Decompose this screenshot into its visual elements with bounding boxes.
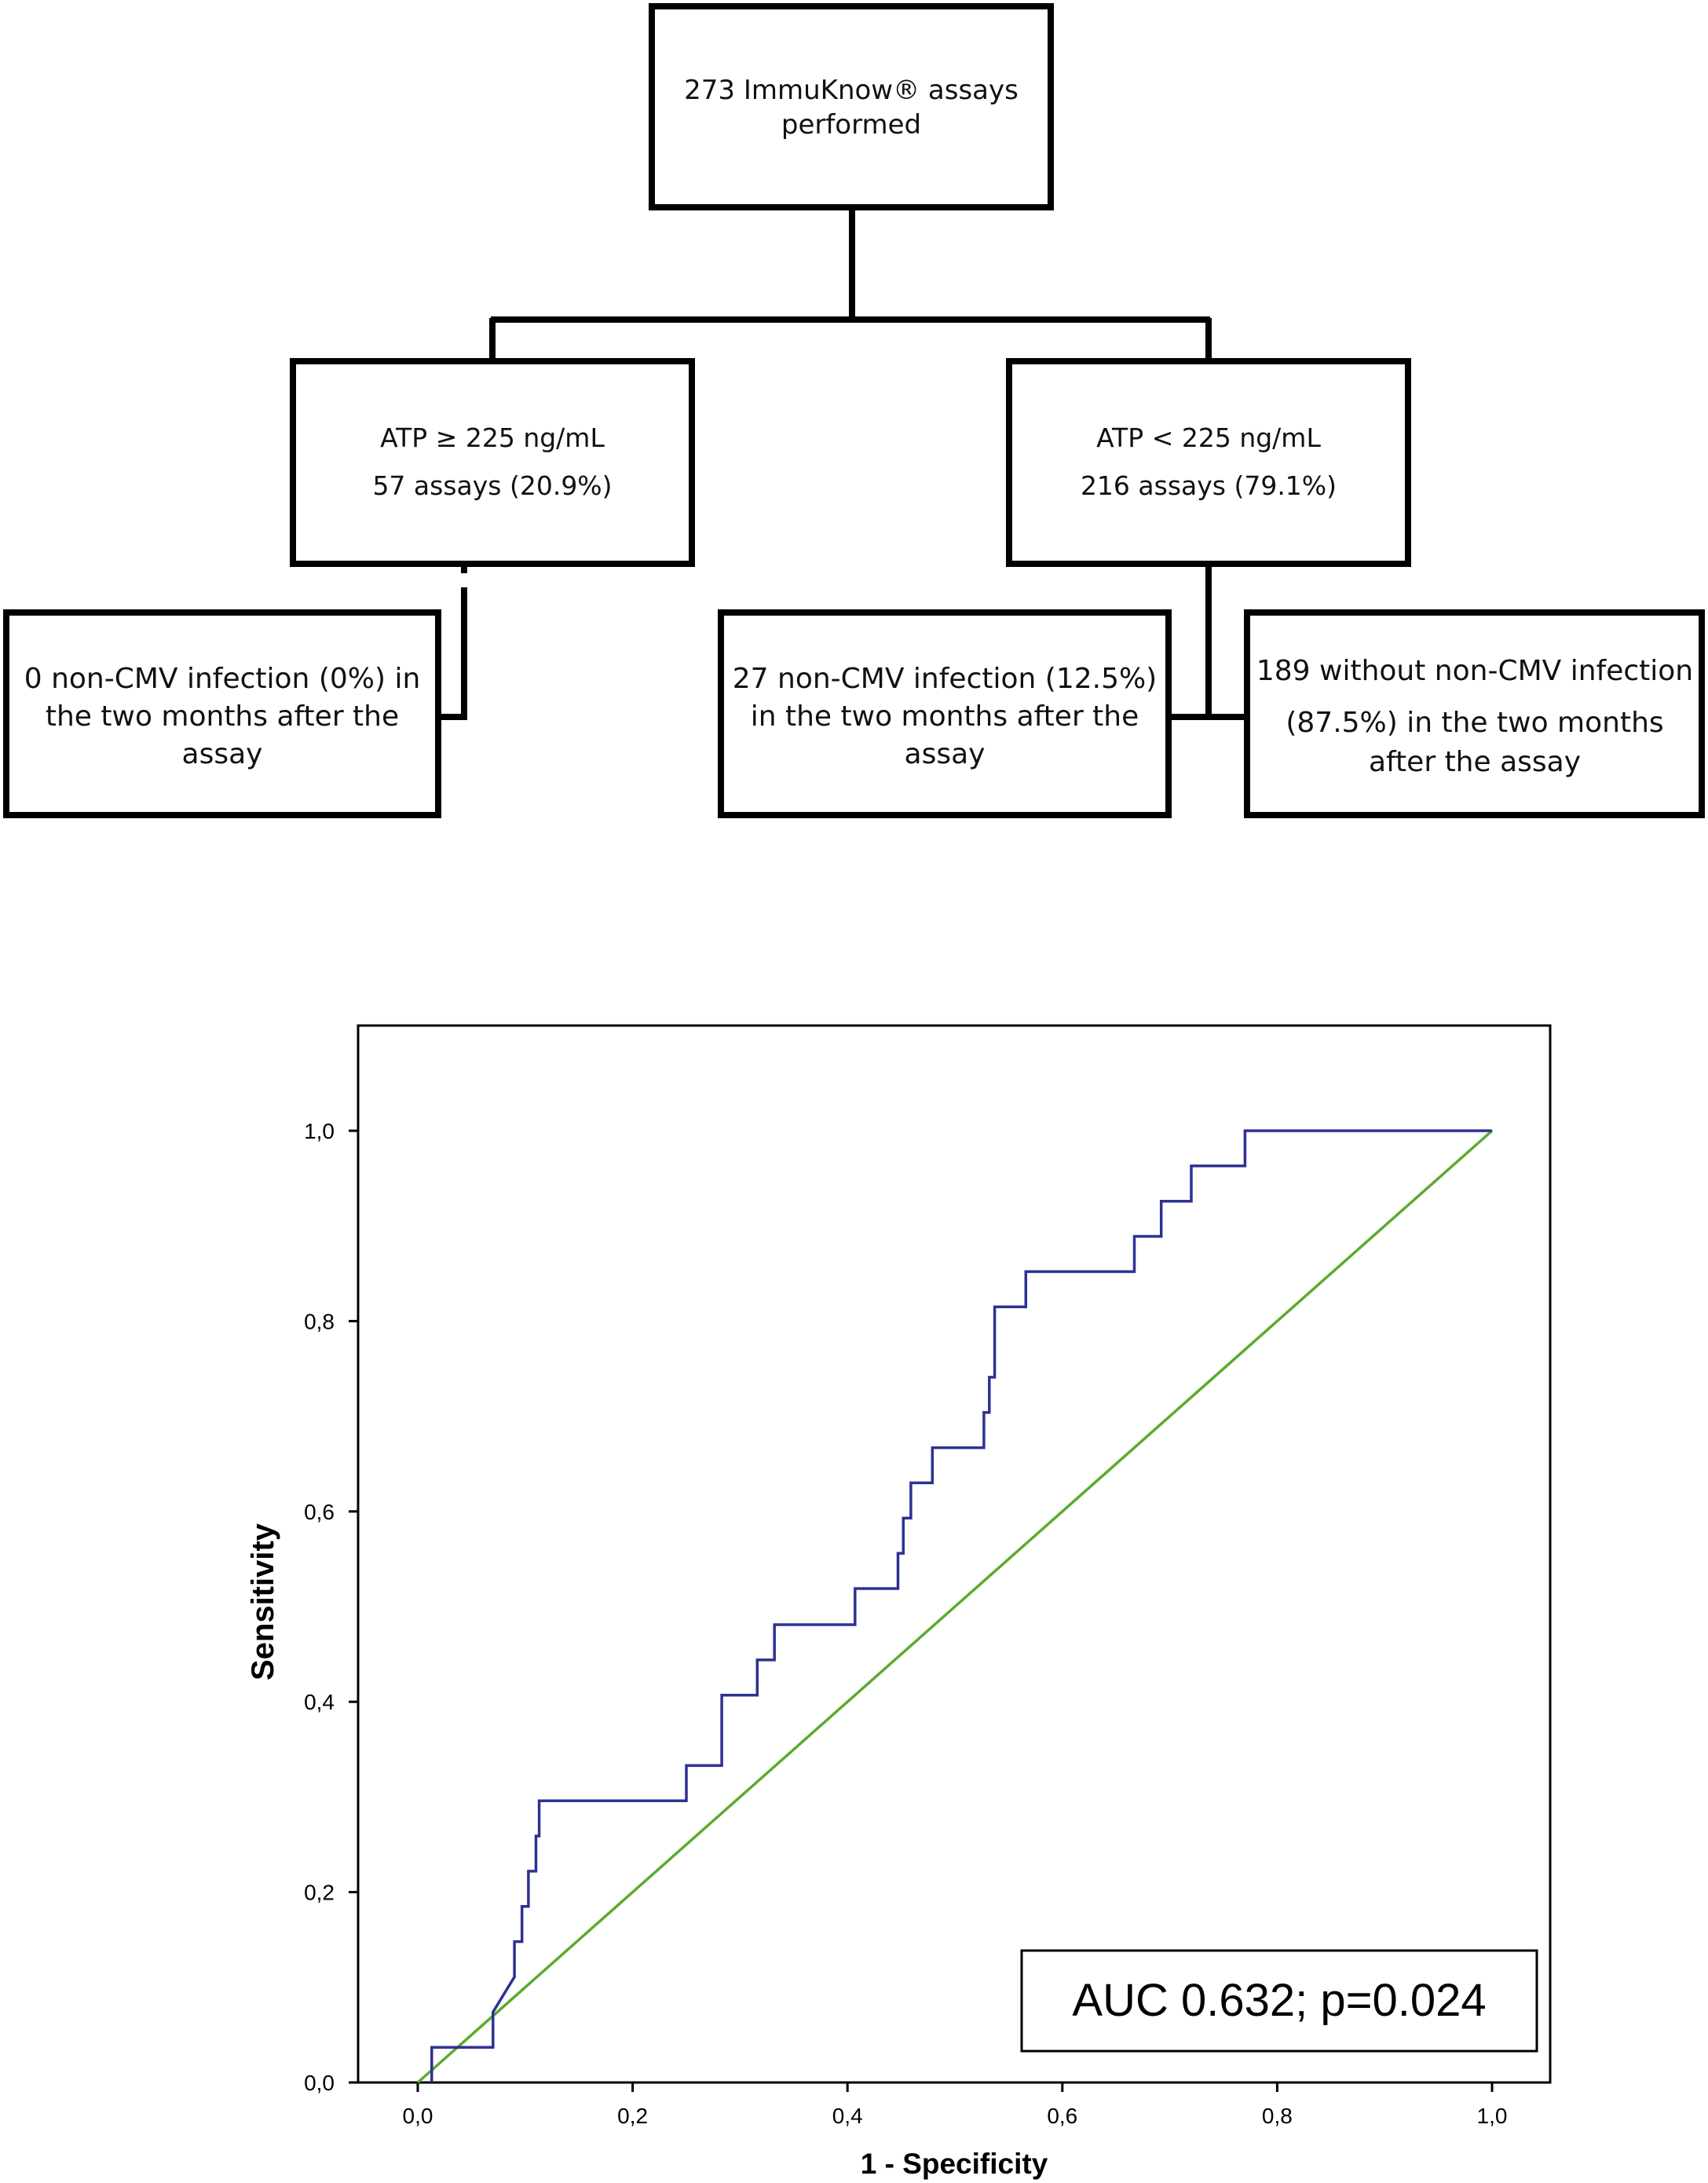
right-branch-box: [1006, 358, 1411, 567]
series-layer: [416, 1129, 1494, 2084]
right-outcome-infected-line-1: 27 non-CMV infection (12.5%): [733, 663, 1157, 695]
auc-annotation: AUC 0.632; p=0.024: [1072, 1975, 1486, 2026]
reference-line: [416, 1129, 1494, 2084]
left-outcome-line-3: assay: [182, 738, 263, 770]
right-outcome-infected-line-2: in the two months after the: [751, 700, 1139, 733]
right-branch-line-1: ATP < 225 ng/mL: [1096, 422, 1321, 453]
left-outcome-box: [3, 609, 441, 818]
root-line-2: performed: [781, 109, 921, 141]
left-branch-line-2: 57 assays (20.9%): [372, 470, 612, 501]
roc-chart: 0,0 0,2 0,4 0,6 0,8 1,0 0,0 0,2 0,4 0,6 0,8 1,0 1 -…: [246, 1024, 1552, 2180]
left-outcome-line-2: the two months after the: [46, 700, 399, 733]
flowchart: [3, 3, 1705, 818]
x-tick-label: 0,2: [617, 2104, 648, 2128]
flowchart-text: 273 ImmuKnow® assays performed ATP ≥ 225…: [24, 75, 1693, 778]
x-tick-label: 0,8: [1262, 2104, 1293, 2128]
x-tick-label: 0,6: [1047, 2104, 1077, 2128]
auc-annotation-box: [1020, 1949, 1538, 2053]
roc-curve: [430, 1129, 1492, 2082]
x-tick-label: 0,4: [832, 2104, 863, 2128]
right-branch-line-2: 216 assays (79.1%): [1081, 470, 1337, 501]
right-outcome-infected-line-3: assay: [905, 738, 986, 770]
right-outcome-not-infected-line-2: (87.5%) in the two months: [1286, 707, 1663, 739]
axis-ticks: 0,0 0,2 0,4 0,6 0,8 1,0 0,0 0,2 0,4 0,6 0,8 1,0: [304, 1119, 1507, 2128]
y-tick-label: 0,6: [304, 1500, 335, 1524]
x-tick-label: 0,0: [403, 2104, 433, 2128]
x-axis-label: 1 - Specificity: [861, 2148, 1048, 2180]
left-outcome-line-1: 0 non-CMV infection (0%) in: [24, 663, 421, 695]
right-outcome-infected-box: [718, 609, 1172, 818]
y-tick-label: 0,0: [304, 2071, 335, 2095]
plot-frame: [357, 1024, 1552, 2084]
root-box: [649, 3, 1054, 210]
y-tick-label: 0,4: [304, 1690, 335, 1714]
right-outcome-not-infected-line-3: after the assay: [1369, 746, 1581, 778]
y-axis-label: Sensitivity: [246, 1523, 280, 1680]
y-tick-label: 0,2: [304, 1881, 335, 1905]
right-outcome-not-infected-box: [1244, 609, 1705, 818]
right-outcome-not-infected-line-1: 189 without non-CMV infection: [1256, 655, 1693, 687]
y-tick-label: 1,0: [304, 1119, 335, 1143]
x-tick-label: 1,0: [1477, 2104, 1508, 2128]
root-line-1: 273 ImmuKnow® assays: [684, 75, 1019, 106]
left-branch-box: [290, 358, 695, 567]
left-branch-line-1: ATP ≥ 225 ng/mL: [380, 422, 605, 453]
y-tick-label: 0,8: [304, 1309, 335, 1333]
